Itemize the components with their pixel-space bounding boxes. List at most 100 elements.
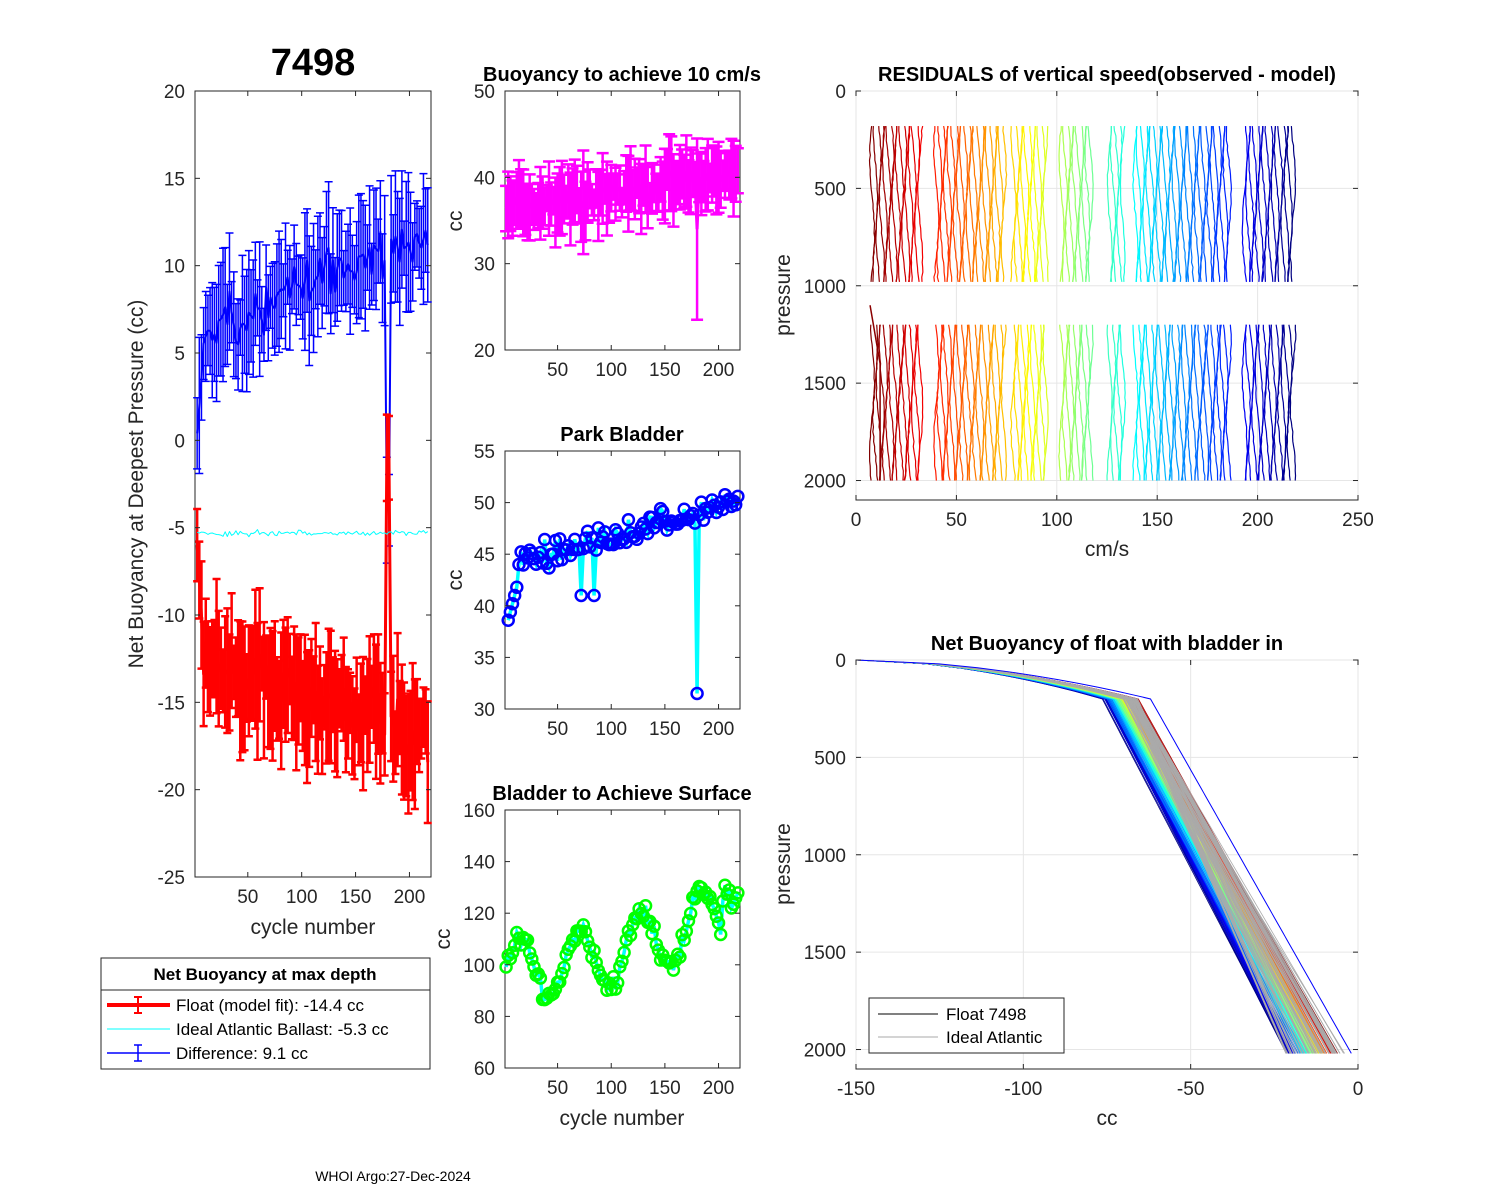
surface-bladder-marker — [713, 927, 728, 942]
x-tick-label: 100 — [595, 1078, 627, 1099]
residual-profile — [891, 126, 898, 282]
y-axis-label: pressure — [772, 823, 795, 905]
residual-profile — [1202, 324, 1210, 481]
ideal-atlantic-profile — [855, 659, 1302, 1054]
y-axis-label: cc — [444, 570, 467, 591]
residual-profile — [1254, 126, 1261, 282]
residual-profile — [1222, 324, 1229, 481]
residual-profile — [1064, 125, 1071, 282]
residual-profile — [1205, 324, 1213, 481]
x-tick-label: 150 — [340, 887, 372, 908]
residual-profile — [1244, 324, 1252, 481]
surface-bladder-marker — [525, 952, 539, 966]
residual-profile — [1289, 324, 1297, 481]
legend-entry-ideal: Ideal Atlantic Ballast: -5.3 cc — [176, 1020, 389, 1039]
surface-bladder-marker — [683, 906, 698, 921]
residual-profile — [1218, 324, 1226, 481]
residual-profile — [942, 125, 950, 282]
y-tick-label: 500 — [814, 748, 846, 769]
x-tick-label: 150 — [649, 360, 681, 381]
x-tick-label: 150 — [649, 1078, 681, 1099]
buoyancy-series-line — [504, 162, 740, 230]
x-tick-label: -100 — [1004, 1079, 1042, 1100]
residual-profile — [878, 324, 885, 481]
residual-profile — [891, 324, 898, 481]
buoyancy-10cms-panel: 50 100 150 200 20 30 40 50 Buoyancy to achieve … — [444, 64, 761, 381]
residual-profile — [1203, 125, 1210, 282]
y-tick-label: 2000 — [804, 1041, 846, 1062]
legend-net-buoyancy: Net Buoyancy at max depth Float (model f… — [100, 957, 431, 1070]
residual-profile — [984, 324, 991, 481]
residual-profile — [1174, 324, 1181, 481]
residual-profile — [1000, 324, 1008, 481]
x-tick-label: 50 — [547, 719, 568, 740]
park-bladder-marker — [505, 596, 520, 611]
residual-profile — [1022, 126, 1030, 282]
float-series-line — [195, 456, 430, 763]
residual-profile — [997, 126, 1004, 282]
residuals-panel: 0 50 100 150 200 250 0 500 1000 1500 2000 RESIDUAL… — [772, 64, 1374, 561]
x-tick-label: 0 — [1353, 1079, 1364, 1100]
plot-area — [855, 90, 1359, 501]
y-tick-label: 1500 — [804, 374, 846, 395]
residual-profile — [1164, 125, 1171, 282]
residual-profile — [888, 125, 895, 282]
y-tick-label: 0 — [174, 431, 185, 452]
surface-bladder-marker — [617, 945, 631, 960]
y-axis-label: cc — [432, 929, 455, 950]
residual-profile — [897, 324, 905, 481]
y-tick-label: 10 — [164, 257, 185, 278]
x-tick-label: 250 — [1342, 510, 1374, 531]
surface-bladder-marker — [587, 943, 601, 958]
y-tick-label: 20 — [474, 341, 495, 362]
residual-profile — [869, 305, 881, 481]
surface-bladder-marker — [645, 926, 659, 941]
residual-profile — [1283, 324, 1290, 481]
surface-bladder-marker — [589, 955, 603, 970]
panel-title: Bladder to Achieve Surface — [492, 783, 751, 805]
park-bladder-panel: 50 100 150 200 30 35 40 45 50 55 Park Bladder cc — [444, 424, 745, 740]
residual-profile — [1013, 125, 1021, 282]
panel-title: Buoyancy to achieve 10 cm/s — [483, 64, 761, 86]
surface-bladder-marker — [608, 982, 623, 996]
residual-profile — [1013, 324, 1020, 481]
y-tick-label: 0 — [835, 82, 846, 103]
surface-bladder-marker — [677, 933, 691, 947]
y-tick-label: 50 — [474, 82, 495, 103]
residual-profile — [1029, 324, 1037, 481]
residual-profile — [1067, 324, 1075, 481]
bladder-surface-panel: 50 100 150 200 60 80 100 120 140 160 Bladder to A… — [432, 783, 752, 1130]
residual-profile — [1023, 324, 1030, 481]
park-bladder-marker — [510, 580, 524, 594]
residual-profile — [1251, 126, 1258, 282]
surface-bladder-marker — [731, 886, 745, 900]
residual-profile — [935, 324, 943, 481]
ideal-atlantic-profile — [855, 659, 1334, 1054]
x-tick-label: 200 — [394, 887, 426, 908]
residual-profile — [904, 126, 911, 282]
y-tick-label: 55 — [474, 442, 495, 463]
y-tick-label: 160 — [463, 801, 495, 822]
surface-bladder-marker — [673, 950, 687, 964]
park-bladder-marker — [690, 686, 704, 701]
residual-profile — [1241, 126, 1248, 282]
park-bladder-marker — [621, 513, 636, 527]
legend-swatch-difference — [107, 1044, 170, 1062]
park-bladder-marker — [503, 605, 518, 619]
plot-area — [504, 809, 741, 1069]
y-tick-label: 140 — [463, 853, 495, 874]
residual-profile — [1283, 126, 1290, 282]
surface-bladder-marker — [533, 971, 548, 985]
residual-profile — [904, 324, 911, 481]
residual-profile — [1042, 324, 1049, 481]
x-axis-label: cc — [1097, 1107, 1118, 1130]
park-bladder-marker — [507, 588, 522, 603]
residual-profile — [1225, 324, 1232, 481]
y-axis-label: Net Buoyancy at Deepest Pressure (cc) — [125, 300, 148, 669]
residual-profile — [1080, 324, 1088, 481]
residual-profile — [1109, 324, 1117, 481]
float-buoyancy-profile — [855, 659, 1292, 1054]
residual-profile — [1106, 324, 1113, 481]
y-tick-label: 500 — [814, 179, 846, 200]
